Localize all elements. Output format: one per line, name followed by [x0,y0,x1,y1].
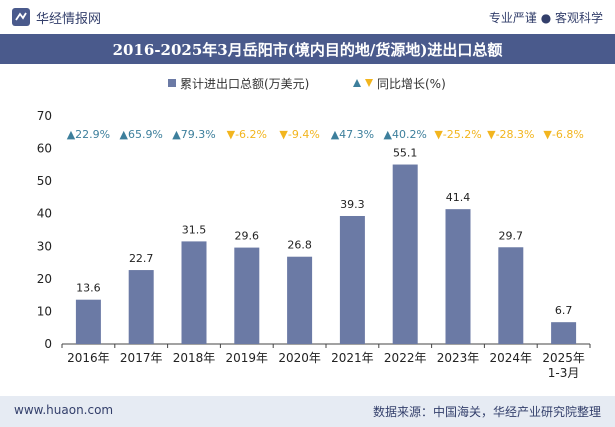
legend-label-yoy: 同比增长(%) [377,77,446,91]
bar-value-label: 29.6 [235,230,260,243]
x-tick-label: 2024年 [490,351,533,365]
y-tick-label: 40 [37,207,52,221]
bar [128,270,154,344]
chart-title: 2016-2025年3月岳阳市(境内目的地/货源地)进出口总额 [112,41,503,59]
y-tick-label: 10 [37,304,52,318]
data-source: 数据来源：中国海关，华经产业研究院整理 [372,405,601,419]
x-tick-label: 2022年 [384,351,427,365]
bar [234,247,260,344]
legend-label-total: 累计进出口总额(万美元) [180,77,309,91]
yoy-label: ▼-6.2% [227,128,267,141]
yoy-label: ▼-6.8% [543,128,583,141]
bar-value-label: 26.8 [287,239,312,252]
y-tick-label: 20 [37,272,52,286]
bar [339,215,365,344]
yoy-label: ▲79.3% [172,128,215,141]
slogan: 专业严谨 ● 客观科学 [488,11,603,25]
legend-up-icon [353,79,361,87]
yoy-label: ▲22.9% [67,128,110,141]
x-tick-label: 2018年 [173,351,216,365]
bar [498,247,524,344]
footer-bar: www.huaon.com 数据来源：中国海关，华经产业研究院整理 [0,396,615,427]
x-tick-label: 2016年 [67,351,110,365]
y-tick-label: 30 [37,239,52,253]
legend-down-icon [365,79,373,87]
logo-icon [12,8,30,26]
yoy-label: ▲65.9% [119,128,162,141]
bar-value-label: 31.5 [182,223,207,236]
bar-value-label: 55.1 [393,147,418,160]
legend-swatch-total [168,79,176,87]
bar [181,241,207,344]
y-tick-label: 70 [37,109,52,123]
bar-value-label: 13.6 [76,282,101,295]
y-tick-label: 60 [37,142,52,156]
bar-value-label: 6.7 [555,304,573,317]
x-tick-label: 2017年 [120,351,163,365]
site-url: www.huaon.com [14,403,114,417]
yoy-label: ▼-9.4% [279,128,319,141]
y-tick-label: 0 [44,337,52,351]
bar [287,256,313,344]
title-band: 2016-2025年3月岳阳市(境内目的地/货源地)进出口总额 [0,34,615,64]
x-tick-label: 2019年 [226,351,269,365]
bar [392,164,418,344]
bar [75,299,101,344]
x-tick-label: 1-3月 [548,366,580,380]
x-tick-label: 2023年 [437,351,480,365]
x-tick-label: 2025年 [542,351,585,365]
bar-value-label: 22.7 [129,252,154,265]
top-bar: 华经情报网 专业严谨 ● 客观科学 [0,0,615,34]
x-tick-label: 2021年 [331,351,374,365]
bar-value-label: 39.3 [340,198,365,211]
yoy-label: ▼-25.2% [434,128,481,141]
bar [551,322,577,344]
x-tick-label: 2020年 [278,351,321,365]
yoy-label: ▲47.3% [331,128,374,141]
y-tick-label: 50 [37,174,52,188]
bar-value-label: 41.4 [446,191,471,204]
yoy-label: ▼-28.3% [487,128,534,141]
brand-name: 华经情报网 [36,12,102,27]
yoy-label: ▲40.2% [383,128,426,141]
bar [445,209,471,344]
bar-value-label: 29.7 [499,229,524,242]
